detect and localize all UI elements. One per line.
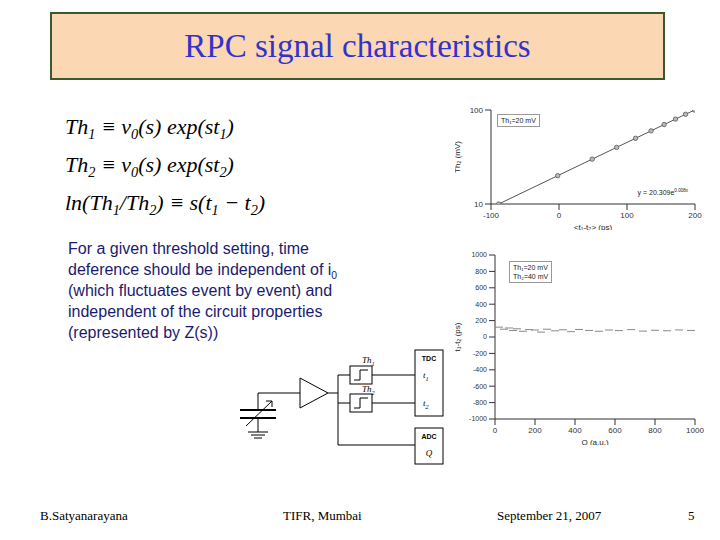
html-text:Th₁=20 mV: Th₁=20 mV <box>501 117 536 124</box>
svg-text:-1000: -1000 <box>469 415 487 422</box>
html-text:(which fluctuates event by eve: (which fluctuates event by event) and <box>68 282 333 299</box>
svg-text:0: 0 <box>483 333 487 340</box>
html-text:Th1≡ v0(s) exp(st1): Th1≡ v0(s) exp(st1) <box>65 114 234 143</box>
svg-text:1000: 1000 <box>471 251 487 258</box>
svg-text:400: 400 <box>475 301 487 308</box>
html-text:For a given threshold setting,: For a given threshold setting, time <box>68 240 309 257</box>
html-text:Th₂=40 mV: Th₂=40 mV <box>513 273 549 280</box>
svg-text:800: 800 <box>648 426 662 435</box>
html-text:Th2≡ v0(s) exp(st2): Th2≡ v0(s) exp(st2) <box>65 152 234 181</box>
svg-text:<t₁-t₂> (ps): <t₁-t₂> (ps) <box>574 223 613 230</box>
svg-text:t2: t2 <box>423 398 430 410</box>
svg-text:-800: -800 <box>473 399 487 406</box>
svg-text:-100: -100 <box>483 211 500 220</box>
html-text:ln(Th1/Th2) ≡ s(t1− t2): ln(Th1/Th2) ≡ s(t1− t2) <box>65 190 266 219</box>
svg-text:200: 200 <box>688 211 702 220</box>
svg-text:Q: Q <box>426 448 433 458</box>
svg-text:-400: -400 <box>473 366 487 373</box>
svg-text:400: 400 <box>568 426 582 435</box>
svg-text:Q (a.u.): Q (a.u.) <box>581 438 608 445</box>
html-text:Th₁=20 mV: Th₁=20 mV <box>513 264 548 271</box>
svg-text:TDC: TDC <box>422 355 436 362</box>
svg-text:Th2: Th2 <box>362 384 376 396</box>
html-text:(represented by Z(s)): (represented by Z(s)) <box>68 324 219 341</box>
html-text:RPC signal characteristics: RPC signal characteristics <box>184 27 531 64</box>
svg-text:-600: -600 <box>473 383 487 390</box>
svg-text:200: 200 <box>475 317 487 324</box>
svg-text:600: 600 <box>608 426 622 435</box>
html-text:independent of the circuit pro: independent of the circuit properties <box>68 303 323 320</box>
html-text:September 21, 2007: September 21, 2007 <box>497 508 602 523</box>
svg-text:ADC: ADC <box>421 433 436 440</box>
svg-text:t₁-t₂ (ps): t₁-t₂ (ps) <box>455 322 462 351</box>
svg-text:1000: 1000 <box>686 426 704 435</box>
svg-text:100: 100 <box>470 106 484 115</box>
html-text:deference should be independen: deference should be independent of i0 <box>68 261 338 282</box>
svg-text:10: 10 <box>474 200 483 209</box>
html-text:TIFR, Mumbai: TIFR, Mumbai <box>283 508 362 523</box>
svg-text:t1: t1 <box>423 370 429 382</box>
html-text:y = 20.309e0.008x: y = 20.309e0.008x <box>637 187 688 196</box>
svg-text:0: 0 <box>557 211 562 220</box>
svg-text:800: 800 <box>475 268 487 275</box>
svg-text:-200: -200 <box>473 350 487 357</box>
svg-text:Th1: Th1 <box>362 355 375 367</box>
svg-text:Th₂ (mV): Th₂ (mV) <box>455 141 462 173</box>
svg-text:100: 100 <box>620 211 634 220</box>
svg-text:0: 0 <box>493 426 498 435</box>
html-text:B.Satyanarayana: B.Satyanarayana <box>40 508 128 523</box>
html-text:5: 5 <box>688 508 695 523</box>
svg-text:600: 600 <box>475 284 487 291</box>
svg-text:200: 200 <box>528 426 542 435</box>
